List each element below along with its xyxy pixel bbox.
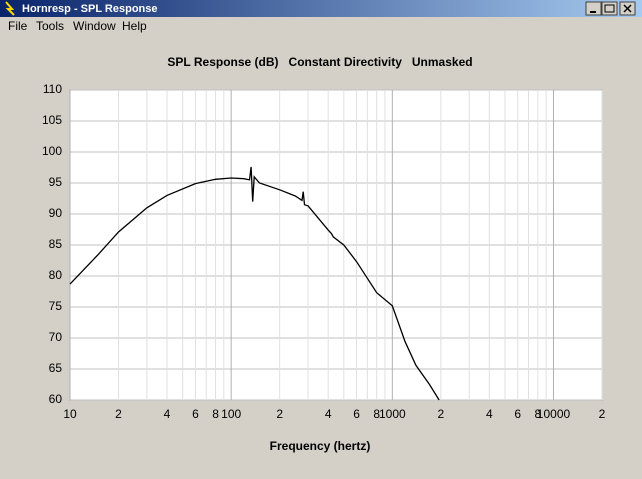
x-tick-label: 6 (353, 407, 360, 421)
x-tick-label: 8 (373, 407, 380, 421)
y-tick-label: 90 (49, 206, 63, 220)
x-tick-label: 10000 (537, 407, 571, 421)
maximize-icon (604, 4, 615, 13)
x-tick-label: 100 (221, 407, 241, 421)
app-icon (5, 1, 15, 16)
x-tick-label: 4 (164, 407, 171, 421)
y-tick-label: 85 (49, 237, 63, 251)
x-tick-label: 6 (514, 407, 521, 421)
response-line (69, 166, 440, 401)
y-tick-label: 95 (49, 175, 63, 189)
y-tick-label: 105 (42, 113, 62, 127)
y-tick-label: 70 (49, 330, 63, 344)
window-title: Hornresp - SPL Response (22, 3, 158, 15)
menu-item[interactable]: Help (122, 19, 147, 33)
window-buttons[interactable] (585, 1, 636, 16)
minimize-button[interactable] (585, 1, 602, 16)
menu-item[interactable]: Tools (36, 19, 64, 33)
x-tick-label: 6 (192, 407, 199, 421)
y-tick-label: 75 (49, 299, 63, 313)
y-tick-label: 60 (49, 392, 63, 406)
x-tick-label: 10 (63, 407, 77, 421)
x-tick-label: 2 (437, 407, 444, 421)
x-tick-label: 4 (486, 407, 493, 421)
y-tick-label: 100 (42, 144, 62, 158)
x-tick-label: 4 (325, 407, 332, 421)
menu-item[interactable]: Window (73, 19, 116, 33)
menu-item[interactable]: File (8, 19, 28, 33)
x-axis-label: Frequency (hertz) (270, 439, 371, 453)
x-tick-label: 2 (599, 407, 606, 421)
x-tick-label: 8 (212, 407, 219, 421)
x-tick-label: 8 (535, 407, 542, 421)
maximize-button[interactable] (601, 1, 618, 16)
close-icon (623, 4, 632, 13)
title-bar (0, 0, 642, 17)
y-tick-label: 80 (49, 268, 63, 282)
x-tick-label: 2 (276, 407, 283, 421)
y-tick-label: 65 (49, 361, 63, 375)
chart-title: SPL Response (dB) Constant Directivity U… (167, 55, 472, 69)
x-tick-label: 1000 (379, 407, 406, 421)
x-tick-label: 2 (115, 407, 122, 421)
y-tick-label: 110 (43, 82, 62, 96)
